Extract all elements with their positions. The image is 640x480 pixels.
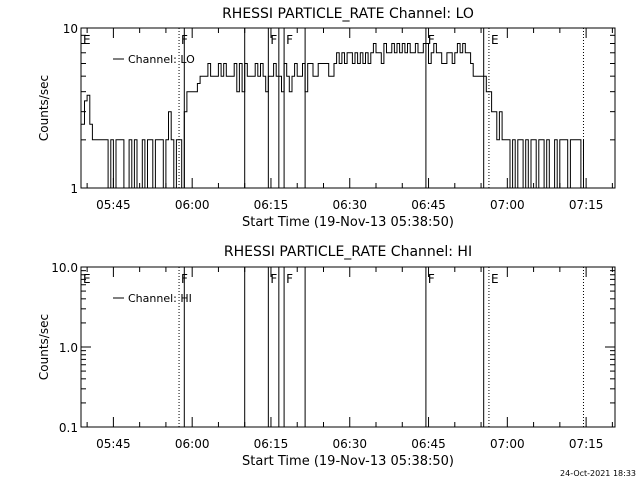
y-axis-label: Counts/sec [37,75,51,141]
x-tick-label: 06:45 [411,437,446,451]
x-tick-label: 07:15 [569,198,604,212]
x-tick-label: 06:15 [254,198,289,212]
chart-title: RHESSI PARTICLE_RATE Channel: LO [222,6,474,22]
flag-label: E [491,272,499,286]
flag-label: E [491,33,499,47]
legend-entry: Channel: LO [128,53,195,66]
x-tick-label: 05:45 [96,198,131,212]
x-tick-label: 06:45 [411,198,446,212]
y-tick-label: 10 [63,22,78,36]
plot-frame [80,27,616,189]
y-tick-label: 1.0 [59,341,78,355]
plot-frame [80,266,616,428]
x-tick-label: 06:00 [175,437,210,451]
flag-label: E [83,272,91,286]
y-tick-label: 1 [70,182,78,196]
x-tick-label: 07:00 [490,198,525,212]
x-tick-label: 05:45 [96,437,131,451]
flag-label: F [428,33,435,47]
x-tick-label: 07:15 [569,437,604,451]
y-axis-label: Counts/sec [37,314,51,380]
flag-label: F [270,272,277,286]
x-tick-label: 07:00 [490,437,525,451]
chart-panel-hi: RHESSI PARTICLE_RATE Channel: HI Counts/s… [37,244,616,469]
flag-label: F [428,272,435,286]
chart-panel-lo: RHESSI PARTICLE_RATE Channel: LO Counts/s… [37,6,616,230]
x-tick-label: 06:15 [254,437,289,451]
footer-timestamp: 24-Oct-2021 18:33 [560,469,636,478]
x-axis-label: Start Time (19-Nov-13 05:38:50) [242,454,454,469]
x-axis-label: Start Time (19-Nov-13 05:38:50) [242,215,454,230]
flag-label: F [286,272,293,286]
x-tick-label: 06:00 [175,198,210,212]
x-tick-label: 06:30 [332,437,367,451]
legend-entry: Channel: HI [128,292,192,305]
chart-title: RHESSI PARTICLE_RATE Channel: HI [224,244,472,260]
flag-label: F [270,33,277,47]
x-tick-label: 06:30 [332,198,367,212]
y-tick-label: 0.1 [59,421,78,435]
flag-label: F [286,33,293,47]
flag-label: E [83,33,91,47]
y-tick-label: 10.0 [51,261,78,275]
series-line-0 [81,43,584,189]
